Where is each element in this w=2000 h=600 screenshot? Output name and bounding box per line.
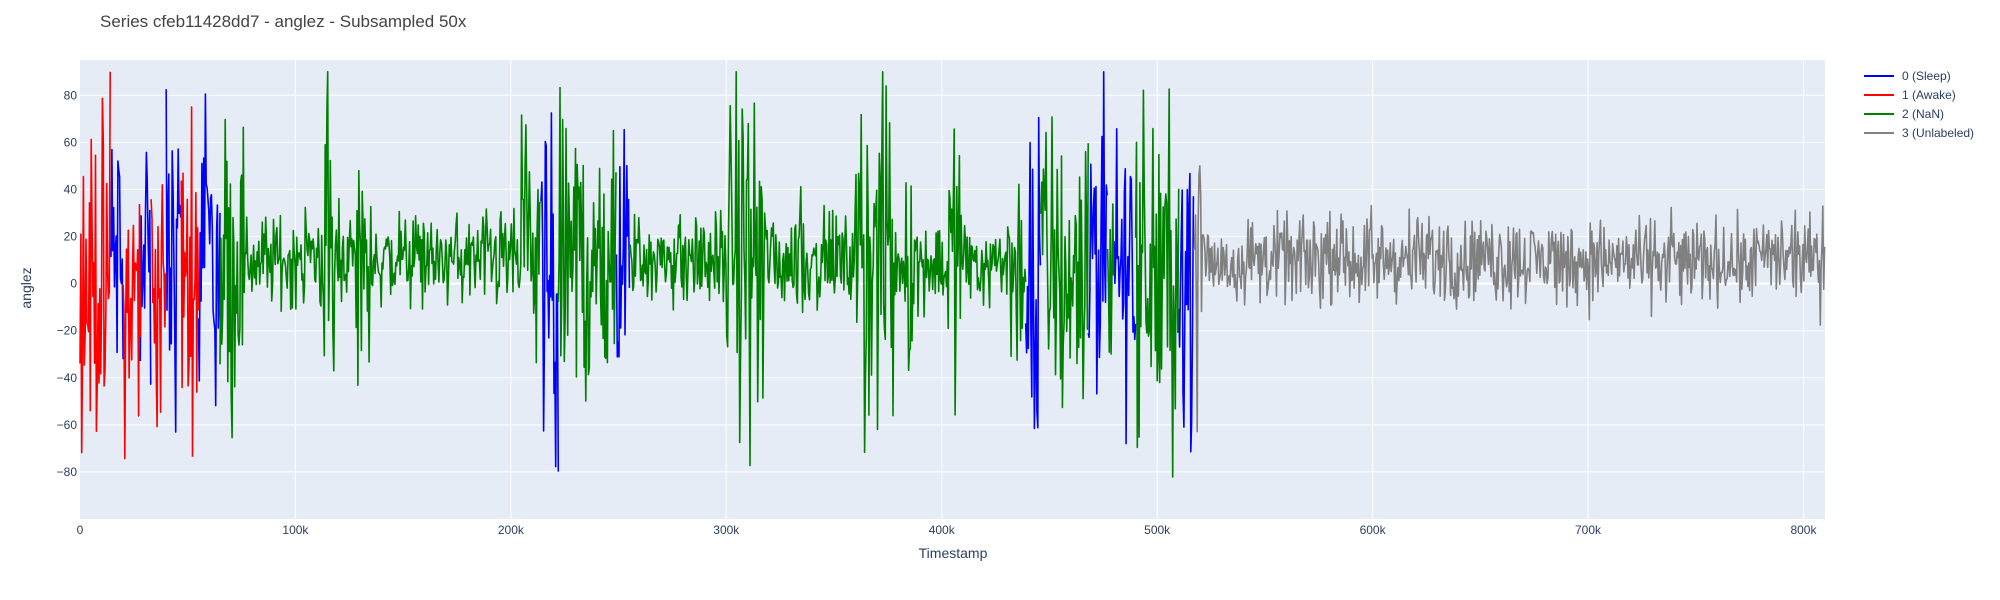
legend-label-nan: 2 (NaN): [1902, 106, 1945, 121]
legend-swatch-unlabeled: [1864, 131, 1894, 134]
series-line-0-sleep: [615, 128, 631, 358]
series-line-0-sleep: [1113, 128, 1137, 445]
x-tick-label: 400k: [929, 523, 956, 537]
series-line-0-sleep: [197, 93, 221, 407]
legend: 0 (Sleep) 1 (Awake) 2 (NaN) 3 (Unlabeled…: [1864, 66, 1974, 142]
chart-title: Series cfeb11428dd7 - anglez - Subsample…: [100, 12, 467, 31]
series-line-2-nan: [219, 71, 542, 439]
y-tick-label: −20: [57, 324, 78, 338]
series-line-0-sleep: [139, 151, 152, 385]
y-tick-label: 40: [64, 182, 78, 196]
series-line-0-sleep: [1087, 71, 1108, 395]
legend-item-sleep[interactable]: 0 (Sleep): [1864, 66, 1974, 85]
series-line-2-nan: [628, 71, 1027, 467]
x-tick-label: 100k: [282, 523, 309, 537]
y-tick-label: −60: [57, 418, 78, 432]
series-line-2-nan: [1040, 116, 1089, 409]
legend-label-unlabeled: 3 (Unlabeled): [1902, 125, 1975, 140]
series-line-2-nan: [1106, 203, 1115, 355]
series-lines: [79, 71, 1826, 478]
legend-item-unlabeled[interactable]: 3 (Unlabeled): [1864, 123, 1974, 142]
x-axis-ticks: 0 100k 200k 300k 400k 500k 600k 700k 800k: [77, 523, 1818, 537]
series-line-0-sleep: [109, 148, 124, 360]
y-tick-label: 80: [64, 88, 78, 102]
y-tick-label: 0: [70, 277, 77, 291]
legend-item-nan[interactable]: 2 (NaN): [1864, 104, 1974, 123]
series-line-2-nan: [1134, 88, 1180, 478]
x-tick-label: 700k: [1575, 523, 1602, 537]
series-line-2-nan: [557, 86, 617, 402]
y-tick-label: 60: [64, 135, 78, 149]
legend-label-sleep: 0 (Sleep): [1902, 68, 1951, 83]
x-tick-label: 500k: [1144, 523, 1171, 537]
series-line-3-unlabeled: [1193, 165, 1826, 433]
x-tick-label: 0: [77, 523, 84, 537]
series-line-0-sleep: [165, 89, 182, 433]
y-axis-title: anglez: [18, 267, 34, 309]
legend-label-awake: 1 (Awake): [1902, 87, 1956, 102]
plot-area[interactable]: [80, 60, 1825, 519]
series-line-0-sleep: [540, 112, 560, 472]
legend-item-awake[interactable]: 1 (Awake): [1864, 85, 1974, 104]
series-line-1-awake: [150, 184, 167, 428]
series-line-1-awake: [180, 106, 200, 457]
x-tick-label: 300k: [713, 523, 740, 537]
legend-swatch-nan: [1864, 112, 1894, 115]
y-axis-ticks: −80 −60 −40 −20 0 20 40 60 80: [57, 88, 78, 479]
series-line-1-awake: [122, 203, 142, 460]
x-tick-label: 800k: [1790, 523, 1817, 537]
x-tick-label: 600k: [1360, 523, 1387, 537]
y-tick-label: −40: [57, 371, 78, 385]
series-line-0-sleep: [1177, 172, 1195, 453]
x-tick-label: 200k: [498, 523, 525, 537]
legend-swatch-sleep: [1864, 74, 1894, 77]
x-axis-title: Timestamp: [918, 545, 988, 561]
y-tick-label: 20: [64, 230, 78, 244]
series-line-0-sleep: [1024, 116, 1042, 430]
legend-swatch-awake: [1864, 93, 1894, 96]
y-tick-label: −80: [57, 465, 78, 479]
series-line-1-awake: [79, 71, 111, 454]
